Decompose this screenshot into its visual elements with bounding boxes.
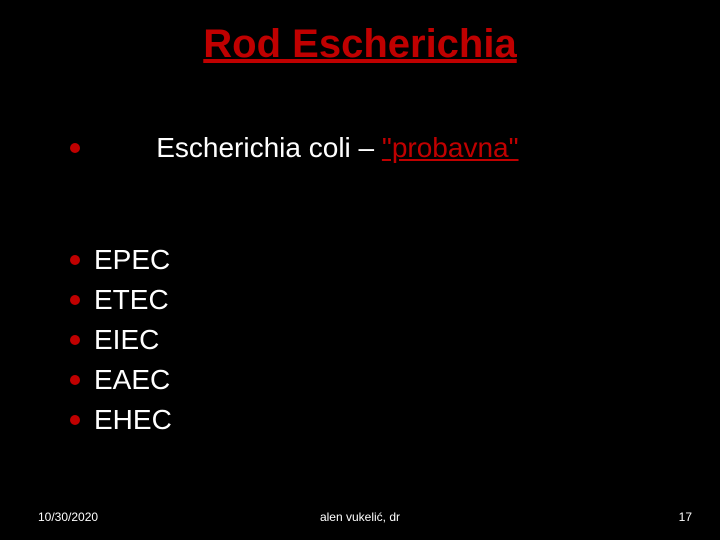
list-item-label: EIEC	[94, 324, 159, 356]
slide-body: Escherichia coli – "probavna" EPEC ETEC EI…	[70, 100, 680, 444]
bullet-icon	[70, 375, 80, 385]
slide-title: Rod Escherichia	[0, 22, 720, 67]
list-item: EAEC	[70, 364, 680, 396]
bullet-icon	[70, 255, 80, 265]
headline-prefix: Escherichia coli –	[156, 132, 382, 163]
list-item: EHEC	[70, 404, 680, 436]
list-item: EIEC	[70, 324, 680, 356]
footer-author: alen vukelić, dr	[0, 510, 720, 524]
headline-bullet-line: Escherichia coli – "probavna"	[70, 100, 680, 196]
item-list: EPEC ETEC EIEC EAEC EHEC	[70, 244, 680, 436]
headline-emphasis: "probavna"	[382, 132, 519, 163]
bullet-icon	[70, 143, 80, 153]
slide-footer: 10/30/2020 alen vukelić, dr 17	[0, 506, 720, 524]
list-item: ETEC	[70, 284, 680, 316]
slide: Rod Escherichia Escherichia coli – "prob…	[0, 0, 720, 540]
list-item-label: EPEC	[94, 244, 170, 276]
footer-page-number: 17	[679, 510, 692, 524]
list-item: EPEC	[70, 244, 680, 276]
bullet-icon	[70, 295, 80, 305]
bullet-icon	[70, 415, 80, 425]
list-item-label: ETEC	[94, 284, 169, 316]
headline-text: Escherichia coli – "probavna"	[94, 100, 519, 196]
list-item-label: EAEC	[94, 364, 170, 396]
bullet-icon	[70, 335, 80, 345]
list-item-label: EHEC	[94, 404, 172, 436]
